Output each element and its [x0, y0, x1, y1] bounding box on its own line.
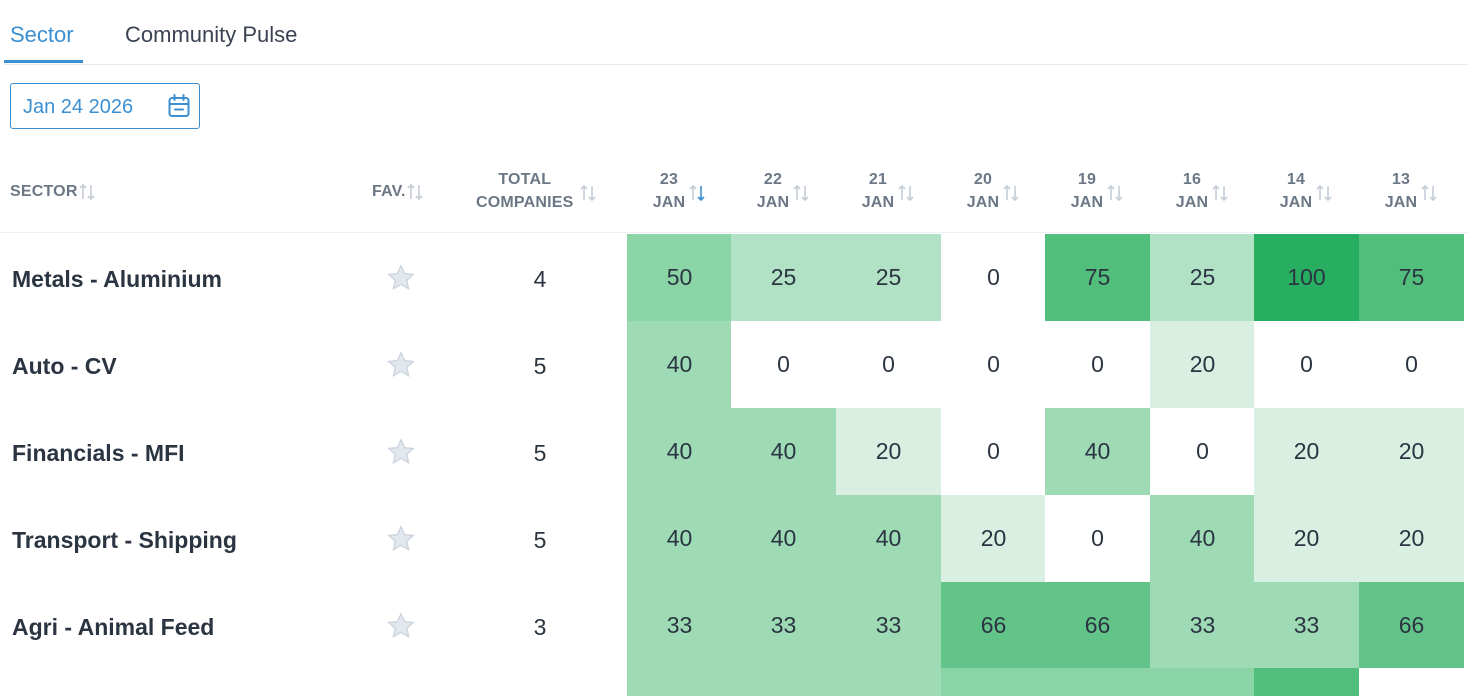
- heatmap-cell: 0: [941, 321, 1046, 408]
- heatmap-cell-partial: [1045, 668, 1150, 696]
- heatmap-cell: 40: [627, 321, 732, 408]
- column-header-date[interactable]: 19 JAN: [1069, 168, 1125, 214]
- heatmap-cell: 40: [836, 495, 941, 582]
- total-companies-value: 3: [533, 614, 547, 640]
- column-header-date[interactable]: 22 JAN: [755, 168, 811, 214]
- heatmap-cell: 33: [836, 582, 941, 669]
- sort-icon: [579, 184, 596, 201]
- heatmap-cell: 50: [627, 234, 732, 321]
- sector-name[interactable]: Transport - Shipping: [12, 527, 237, 553]
- total-companies-value: 4: [533, 266, 547, 292]
- sort-icon: [1421, 184, 1437, 201]
- heatmap-cell: 40: [731, 495, 836, 582]
- heatmap-cell: 33: [1254, 582, 1359, 669]
- heatmap-cell: 75: [1359, 234, 1464, 321]
- sort-icon: [689, 184, 705, 201]
- sort-icon: [79, 183, 95, 200]
- heatmap-cell: 40: [1150, 495, 1255, 582]
- date-picker-value: Jan 24 2026: [23, 96, 134, 118]
- heatmap-cell: 0: [731, 321, 836, 408]
- header-divider: [0, 232, 1467, 233]
- sort-icon: [793, 184, 809, 201]
- table-row[interactable]: Financials - MFI 5 40 40 20 0 40 0 20 20: [0, 408, 1467, 495]
- table-row[interactable]: Metals - Aluminium 4 50 25 25 0 75 25 100 75: [0, 234, 1467, 321]
- sector-name[interactable]: Financials - MFI: [12, 440, 185, 466]
- heatmap-cell: 20: [1150, 321, 1255, 408]
- column-header-date[interactable]: 14 JAN: [1278, 168, 1334, 214]
- table-row[interactable]: Agri - Animal Feed 3 33 33 33 66 66 33 33 66: [0, 582, 1467, 669]
- sort-icon: [407, 183, 423, 200]
- sector-name[interactable]: Agri - Animal Feed: [12, 614, 215, 640]
- heatmap-cell: 33: [731, 582, 836, 669]
- heatmap-cell: 20: [836, 408, 941, 495]
- sort-icon: [1003, 184, 1019, 201]
- heatmap-cell: 20: [1359, 495, 1464, 582]
- column-header-fav[interactable]: FAV.: [372, 180, 424, 203]
- favorite-star-icon[interactable]: [386, 437, 416, 467]
- column-header-date[interactable]: 21 JAN: [860, 168, 916, 214]
- total-companies-value: 5: [533, 440, 547, 466]
- heatmap-cell: 66: [941, 582, 1046, 669]
- sort-icon: [1316, 184, 1332, 201]
- date-picker[interactable]: Jan 24 2026: [10, 83, 200, 129]
- table-row[interactable]: Auto - CV 5 40 0 0 0 0 20 0 0: [0, 321, 1467, 408]
- heatmap-cell: 0: [1045, 495, 1150, 582]
- heatmap-cell: 0: [1150, 408, 1255, 495]
- heatmap-cell-partial: [1254, 668, 1359, 696]
- heatmap-cell: 20: [941, 495, 1046, 582]
- tab-community-pulse[interactable]: Community Pulse: [125, 22, 298, 47]
- heatmap-cell: 66: [1359, 582, 1464, 669]
- heatmap-cell: 0: [941, 408, 1046, 495]
- heatmap-cell: 75: [1045, 234, 1150, 321]
- sort-icon: [1107, 184, 1123, 201]
- total-companies-value: 5: [533, 527, 547, 553]
- total-companies-value: 5: [533, 353, 547, 379]
- heatmap-cell: 40: [627, 495, 732, 582]
- table-row[interactable]: Transport - Shipping 5 40 40 40 20 0 40 20 20: [0, 495, 1467, 582]
- heatmap-cell: 33: [627, 582, 732, 669]
- heatmap-cell: 20: [1254, 408, 1359, 495]
- heatmap-cell: 20: [1359, 408, 1464, 495]
- column-header-total-companies[interactable]: TOTAL COMPANIES: [476, 168, 598, 214]
- column-header-sector[interactable]: SECTOR: [10, 180, 96, 203]
- heatmap-cell: 66: [1045, 582, 1150, 669]
- column-header-date[interactable]: 20 JAN: [965, 168, 1021, 214]
- favorite-star-icon[interactable]: [386, 350, 416, 380]
- calendar-icon: [168, 94, 190, 117]
- sort-icon: [898, 184, 914, 201]
- heatmap-cell: 0: [1359, 321, 1464, 408]
- heatmap-cell: 20: [1254, 495, 1359, 582]
- heatmap-cell: 40: [731, 408, 836, 495]
- heatmap-cell: 100: [1254, 234, 1359, 321]
- favorite-star-icon[interactable]: [386, 524, 416, 554]
- heatmap-cell: 25: [1150, 234, 1255, 321]
- favorite-star-icon[interactable]: [386, 611, 416, 641]
- heatmap-cell-partial: [731, 668, 836, 696]
- heatmap-cell: 0: [1045, 321, 1150, 408]
- heatmap-cell: 0: [941, 234, 1046, 321]
- heatmap-cell: 0: [836, 321, 941, 408]
- favorite-star-icon[interactable]: [386, 263, 416, 293]
- heatmap-cell: 40: [627, 408, 732, 495]
- sector-name[interactable]: Auto - CV: [12, 353, 117, 379]
- heatmap-cell: 33: [1150, 582, 1255, 669]
- tab-sector[interactable]: Sector: [10, 22, 74, 47]
- heatmap-cell: 25: [731, 234, 836, 321]
- heatmap-cell-partial: [836, 668, 941, 696]
- heatmap-cell-partial: [1359, 668, 1464, 696]
- tab-bar: Sector Community Pulse: [4, 0, 1467, 65]
- column-header-date[interactable]: 23 JAN: [651, 168, 707, 214]
- column-header-date[interactable]: 13 JAN: [1383, 168, 1439, 214]
- heatmap-cell: 25: [836, 234, 941, 321]
- heatmap-cell-partial: [1150, 668, 1255, 696]
- heatmap-cell-partial: [941, 668, 1046, 696]
- heatmap-cell: 0: [1254, 321, 1359, 408]
- heatmap-cell: 40: [1045, 408, 1150, 495]
- heatmap-cell-partial: [627, 668, 732, 696]
- sort-icon: [1212, 184, 1228, 201]
- sector-name[interactable]: Metals - Aluminium: [12, 266, 222, 292]
- active-tab-indicator: [4, 60, 83, 63]
- column-header-date[interactable]: 16 JAN: [1174, 168, 1230, 214]
